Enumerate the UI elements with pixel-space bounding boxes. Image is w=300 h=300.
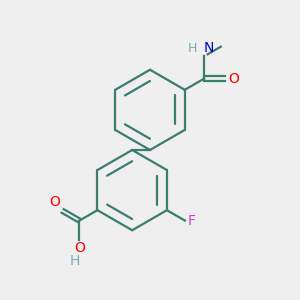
Text: F: F bbox=[187, 214, 195, 228]
Text: O: O bbox=[228, 72, 239, 86]
Text: H: H bbox=[188, 42, 197, 55]
Text: O: O bbox=[74, 242, 85, 255]
Text: N: N bbox=[203, 41, 214, 55]
Text: O: O bbox=[50, 195, 60, 209]
Text: H: H bbox=[70, 254, 80, 268]
